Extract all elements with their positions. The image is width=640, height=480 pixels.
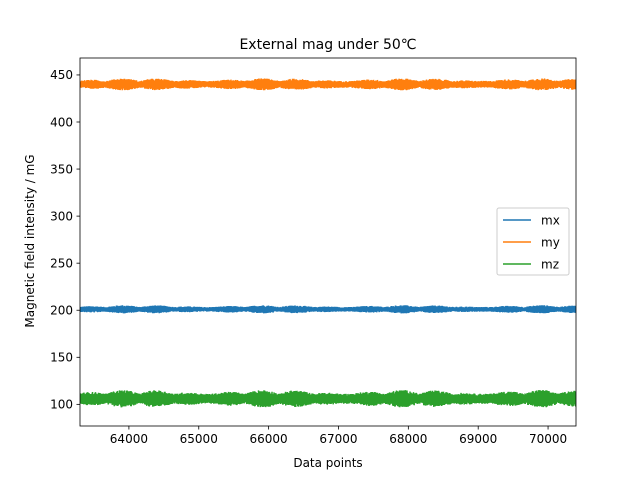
y-tick-label: 450 bbox=[50, 68, 73, 82]
legend: mx my mz bbox=[496, 207, 570, 276]
y-tick-label: 100 bbox=[50, 398, 73, 412]
x-tick-label: 67000 bbox=[319, 432, 357, 446]
y-tick-label: 250 bbox=[50, 256, 73, 270]
y-tick-label: 200 bbox=[50, 304, 73, 318]
x-tick-label: 66000 bbox=[250, 432, 288, 446]
y-tick-label: 350 bbox=[50, 162, 73, 176]
y-axis-label: Magnetic field intensity / mG bbox=[23, 154, 37, 327]
legend-label-mx: mx bbox=[541, 213, 560, 227]
legend-box bbox=[496, 207, 570, 276]
y-tick-label: 150 bbox=[50, 351, 73, 365]
x-tick-label: 68000 bbox=[389, 432, 427, 446]
y-tick-label: 300 bbox=[50, 209, 73, 223]
legend-label-my: my bbox=[541, 235, 560, 249]
x-tick-label: 64000 bbox=[110, 432, 148, 446]
axes-frame bbox=[79, 57, 577, 427]
x-tick-label: 69000 bbox=[459, 432, 497, 446]
y-tick-label: 400 bbox=[50, 115, 73, 129]
chart-title: External mag under 50℃ bbox=[239, 37, 416, 53]
x-axis-label: Data points bbox=[293, 456, 362, 470]
legend-label-mz: mz bbox=[541, 257, 559, 271]
x-tick-label: 65000 bbox=[180, 432, 218, 446]
plot-area: 64000 65000 66000 67000 68000 69000 70000 100 15… bbox=[50, 57, 577, 446]
x-tick-label: 70000 bbox=[529, 432, 567, 446]
